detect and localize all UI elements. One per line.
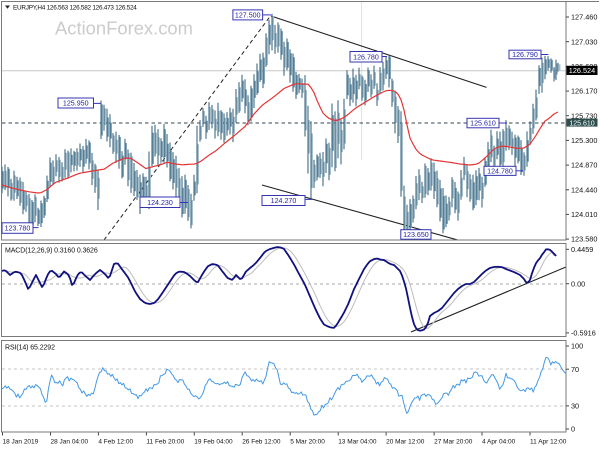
svg-text:127.460: 127.460	[571, 13, 597, 22]
svg-text:125.300: 125.300	[571, 136, 597, 145]
svg-text:4 Feb 12:00: 4 Feb 12:00	[98, 439, 133, 446]
svg-text:0.4459: 0.4459	[571, 245, 593, 254]
svg-text:125.610: 125.610	[569, 120, 594, 127]
svg-text:125.730: 125.730	[571, 111, 597, 120]
svg-text:11 Feb 20:00: 11 Feb 20:00	[146, 439, 184, 446]
svg-text:20 Mar 12:00: 20 Mar 12:00	[386, 439, 425, 446]
svg-text:18 Jan 2019: 18 Jan 2019	[3, 439, 39, 446]
svg-text:0.00: 0.00	[571, 279, 585, 288]
svg-text:ActionForex.com: ActionForex.com	[55, 18, 193, 39]
svg-text:126.524: 126.524	[569, 66, 595, 75]
svg-text:-0.5916: -0.5916	[571, 329, 596, 338]
svg-text:27 Mar 20:00: 27 Mar 20:00	[434, 439, 473, 446]
svg-text:124.270: 124.270	[271, 197, 297, 205]
svg-text:13 Mar 04:00: 13 Mar 04:00	[338, 439, 377, 446]
svg-text:127.030: 127.030	[571, 37, 597, 46]
svg-text:124.870: 124.870	[571, 161, 597, 170]
svg-text:126.790: 126.790	[512, 51, 538, 59]
svg-text:123.580: 123.580	[571, 235, 597, 244]
svg-text:124.230: 124.230	[147, 199, 173, 207]
svg-text:26 Feb 12:00: 26 Feb 12:00	[242, 439, 281, 446]
svg-text:100: 100	[571, 342, 583, 351]
svg-text:28 Jan 04:00: 28 Jan 04:00	[51, 439, 89, 446]
svg-text:125.950: 125.950	[63, 100, 89, 108]
svg-text:123.780: 123.780	[5, 225, 31, 233]
svg-text:125.610: 125.610	[470, 120, 496, 128]
svg-text:123.650: 123.650	[403, 231, 429, 239]
svg-text:11 Apr 12:00: 11 Apr 12:00	[530, 439, 567, 446]
svg-text:70: 70	[571, 365, 579, 374]
svg-text:124.440: 124.440	[571, 185, 597, 194]
svg-text:124.010: 124.010	[571, 210, 597, 219]
svg-text:124.780: 124.780	[487, 167, 513, 175]
svg-text:0: 0	[571, 425, 575, 434]
svg-text:19 Feb 04:00: 19 Feb 04:00	[194, 439, 233, 446]
svg-text:126.780: 126.780	[353, 53, 379, 61]
svg-text:RSI(14) 65.2292: RSI(14) 65.2292	[5, 345, 55, 352]
svg-text:127.500: 127.500	[235, 12, 261, 20]
svg-text:5 Mar 20:00: 5 Mar 20:00	[290, 439, 325, 446]
svg-text:30: 30	[571, 402, 579, 411]
svg-text:4 Apr 04:00: 4 Apr 04:00	[482, 439, 516, 446]
svg-text:MACD(12,26,9) 0.3160 0.3626: MACD(12,26,9) 0.3160 0.3626	[5, 248, 98, 255]
svg-text:126.170: 126.170	[571, 87, 597, 96]
svg-text:EURJPY,H4 126.563 126.582 126: EURJPY,H4 126.563 126.582 126.473 126.52…	[13, 5, 137, 12]
